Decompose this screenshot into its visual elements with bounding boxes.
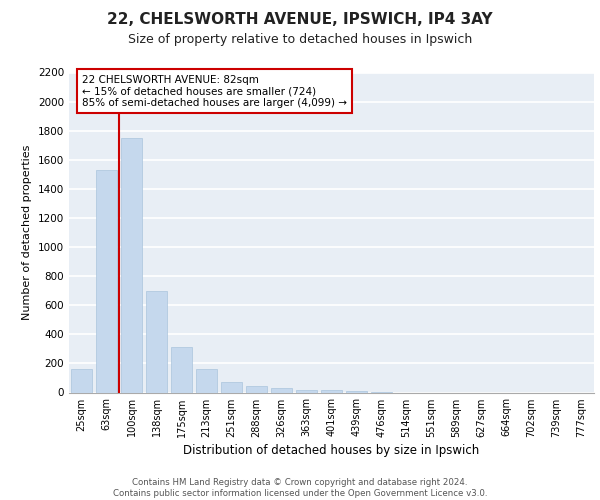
Text: 22, CHELSWORTH AVENUE, IPSWICH, IP4 3AY: 22, CHELSWORTH AVENUE, IPSWICH, IP4 3AY xyxy=(107,12,493,28)
Bar xyxy=(221,382,242,392)
Bar xyxy=(246,386,267,392)
Bar xyxy=(121,138,142,392)
Bar xyxy=(96,170,117,392)
Y-axis label: Number of detached properties: Number of detached properties xyxy=(22,145,32,320)
Text: 22 CHELSWORTH AVENUE: 82sqm
← 15% of detached houses are smaller (724)
85% of se: 22 CHELSWORTH AVENUE: 82sqm ← 15% of det… xyxy=(82,74,347,108)
Bar xyxy=(71,369,92,392)
X-axis label: Distribution of detached houses by size in Ipswich: Distribution of detached houses by size … xyxy=(184,444,479,457)
Text: Size of property relative to detached houses in Ipswich: Size of property relative to detached ho… xyxy=(128,32,472,46)
Bar xyxy=(196,369,217,392)
Bar xyxy=(146,290,167,392)
Bar xyxy=(271,388,292,392)
Bar xyxy=(321,390,342,392)
Bar xyxy=(296,390,317,392)
Bar xyxy=(171,348,192,393)
Text: Contains HM Land Registry data © Crown copyright and database right 2024.
Contai: Contains HM Land Registry data © Crown c… xyxy=(113,478,487,498)
